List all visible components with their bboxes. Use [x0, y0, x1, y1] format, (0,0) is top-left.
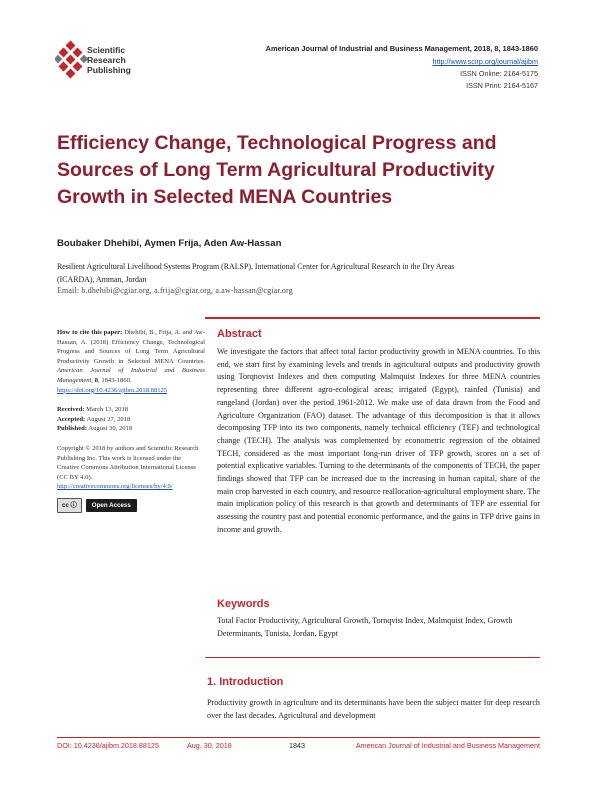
- copyright-block: Copyright © 2018 by authors and Scientif…: [57, 444, 205, 492]
- abstract-top-divider: [205, 317, 540, 319]
- keywords-heading: Keywords: [217, 598, 270, 610]
- footer-journal: American Journal of Industrial and Busin…: [355, 741, 540, 750]
- introduction-text: Productivity growth in agriculture and i…: [207, 698, 540, 720]
- footer-date: Aug. 30, 2018: [187, 741, 232, 750]
- article-authors: Boubaker Dhehibi, Aymen Frija, Aden Aw-H…: [57, 238, 282, 249]
- dates-block: Received: March 13, 2018 Accepted: Augus…: [57, 405, 205, 434]
- cc-license-link[interactable]: http://creativecommons.org/licenses/by/4…: [57, 483, 173, 491]
- publisher-name: Scientific Research Publishing: [87, 45, 131, 75]
- abstract-text: We investigate the factors that affect t…: [217, 347, 540, 534]
- license-badges: cc ⓘ Open Access: [57, 497, 205, 513]
- introduction-heading: 1. Introduction: [207, 676, 284, 688]
- copyright-text: Copyright © 2018 by authors and Scientif…: [57, 444, 199, 481]
- cite-pages: , 1843-1860.: [98, 376, 132, 384]
- cc-by-badge[interactable]: cc ⓘ: [57, 497, 82, 513]
- doi-link[interactable]: https://doi.org/10.4236/ajibm.2018.88125: [57, 386, 168, 394]
- footer-doi: DOI: 10.4236/ajibm.2018.88125: [57, 741, 159, 750]
- keywords-text: Total Factor Productivity, Agricultural …: [217, 616, 513, 638]
- publisher-name-line: Research: [87, 55, 126, 65]
- author-affiliation: Resilient Agricultural Livelihood System…: [57, 262, 455, 284]
- scirp-logo-icon: [53, 40, 89, 79]
- footer-divider: [57, 737, 540, 738]
- published-label: Published:: [57, 425, 88, 433]
- issn-online: ISSN Online: 2164-5175: [460, 69, 538, 78]
- journal-citation-line: American Journal of Industrial and Busin…: [265, 44, 538, 53]
- cite-volume: 8: [94, 376, 99, 384]
- received-date: March 13, 2018: [86, 406, 129, 414]
- publisher-name-line: Scientific: [87, 45, 126, 55]
- abstract-heading: Abstract: [217, 328, 262, 340]
- page-number: 1843: [289, 741, 305, 750]
- citation-block: How to cite this paper: Dhehibi, B., Fri…: [57, 328, 205, 395]
- published-date: August 30, 2018: [88, 425, 133, 433]
- abstract-bottom-divider: [205, 657, 540, 658]
- issn-print: ISSN Print: 2164-5167: [466, 81, 538, 90]
- cite-journal: American Journal of Industrial and Busin…: [57, 367, 205, 384]
- cite-text: Dhehibi, B., Frija, A. and Aw-Hassan, A.…: [57, 329, 205, 365]
- publisher-name-line: Publishing: [87, 65, 131, 75]
- cite-label: How to cite this paper:: [57, 329, 123, 336]
- author-email: Email: b.dhehibi@cgiar.org, a.frija@cgia…: [57, 286, 293, 295]
- journal-url-link[interactable]: http://www.scirp.org/journal/ajibm: [432, 57, 538, 66]
- publisher-logo: [53, 40, 163, 84]
- journal-url: http://www.scirp.org/journal/ajibm: [433, 57, 538, 66]
- article-title: Efficiency Change, Technological Progres…: [57, 132, 497, 208]
- accepted-date: August 27, 2018: [86, 415, 131, 423]
- accepted-label: Accepted:: [57, 415, 86, 423]
- article-sidebar: How to cite this paper: Dhehibi, B., Fri…: [57, 328, 205, 513]
- received-label: Received:: [57, 406, 85, 414]
- open-access-badge[interactable]: Open Access: [85, 498, 137, 512]
